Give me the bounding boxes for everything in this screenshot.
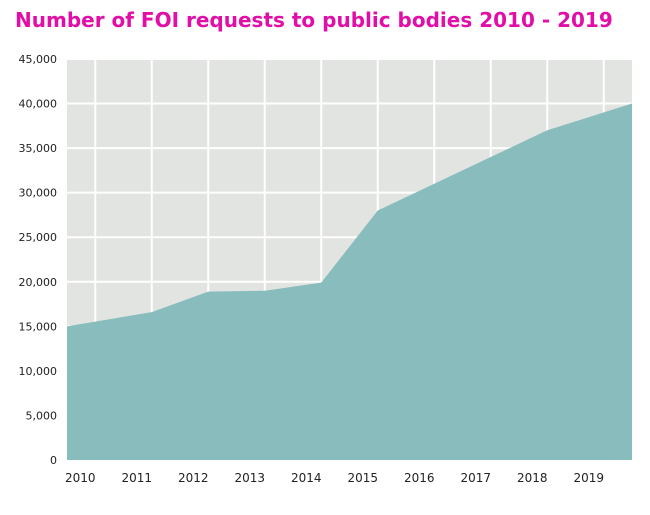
x-tick-label: 2018 bbox=[517, 471, 548, 485]
y-tick-label: 20,000 bbox=[19, 276, 58, 289]
y-tick-label: 30,000 bbox=[19, 187, 58, 200]
y-tick-label: 5,000 bbox=[26, 409, 58, 422]
x-axis-ticks: 2010 2011 2012 2013 2014 2015 2016 2017 2018 2019 bbox=[65, 471, 604, 485]
y-tick-label: 25,000 bbox=[19, 231, 58, 244]
x-tick-label: 2016 bbox=[404, 471, 435, 485]
x-tick-label: 2013 bbox=[234, 471, 265, 485]
x-tick-label: 2014 bbox=[291, 471, 322, 485]
y-tick-label: 40,000 bbox=[19, 98, 58, 111]
x-tick-label: 2015 bbox=[347, 471, 378, 485]
y-tick-label: 10,000 bbox=[19, 365, 58, 378]
x-tick-label: 2012 bbox=[178, 471, 209, 485]
chart-title: Number of FOI requests to public bodies … bbox=[15, 8, 613, 32]
x-tick-label: 2010 bbox=[65, 471, 96, 485]
y-tick-label: 45,000 bbox=[19, 53, 58, 66]
x-tick-label: 2011 bbox=[121, 471, 152, 485]
y-tick-label: 35,000 bbox=[19, 142, 58, 155]
area-series bbox=[67, 103, 632, 460]
y-axis-ticks: 0 5,000 10,000 15,000 20,000 25,000 30,000 35,0… bbox=[19, 53, 58, 467]
y-tick-label: 15,000 bbox=[19, 320, 58, 333]
y-tick-label: 0 bbox=[50, 454, 57, 467]
x-tick-label: 2019 bbox=[573, 471, 604, 485]
x-tick-label: 2017 bbox=[460, 471, 491, 485]
